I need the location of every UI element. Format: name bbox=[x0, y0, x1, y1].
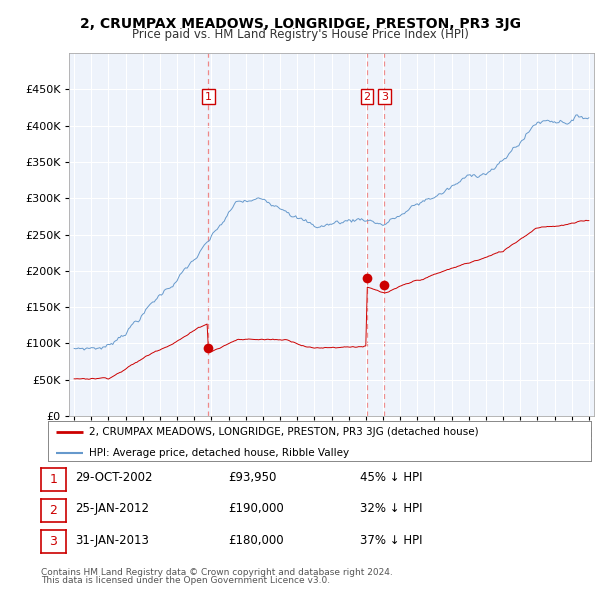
Text: 29-OCT-2002: 29-OCT-2002 bbox=[75, 471, 152, 484]
Text: 3: 3 bbox=[381, 91, 388, 101]
Text: Contains HM Land Registry data © Crown copyright and database right 2024.: Contains HM Land Registry data © Crown c… bbox=[41, 568, 392, 577]
Text: 1: 1 bbox=[205, 91, 212, 101]
Text: 2: 2 bbox=[364, 91, 371, 101]
Text: £93,950: £93,950 bbox=[228, 471, 277, 484]
Text: 2: 2 bbox=[49, 504, 58, 517]
Text: 37% ↓ HPI: 37% ↓ HPI bbox=[360, 533, 422, 547]
Text: 2, CRUMPAX MEADOWS, LONGRIDGE, PRESTON, PR3 3JG: 2, CRUMPAX MEADOWS, LONGRIDGE, PRESTON, … bbox=[79, 17, 521, 31]
Text: 25-JAN-2012: 25-JAN-2012 bbox=[75, 502, 149, 516]
Text: £190,000: £190,000 bbox=[228, 502, 284, 516]
Text: 45% ↓ HPI: 45% ↓ HPI bbox=[360, 471, 422, 484]
Text: £180,000: £180,000 bbox=[228, 533, 284, 547]
Text: 2, CRUMPAX MEADOWS, LONGRIDGE, PRESTON, PR3 3JG (detached house): 2, CRUMPAX MEADOWS, LONGRIDGE, PRESTON, … bbox=[89, 427, 478, 437]
Text: HPI: Average price, detached house, Ribble Valley: HPI: Average price, detached house, Ribb… bbox=[89, 448, 349, 458]
Text: Price paid vs. HM Land Registry's House Price Index (HPI): Price paid vs. HM Land Registry's House … bbox=[131, 28, 469, 41]
Text: 31-JAN-2013: 31-JAN-2013 bbox=[75, 533, 149, 547]
Text: 32% ↓ HPI: 32% ↓ HPI bbox=[360, 502, 422, 516]
Text: This data is licensed under the Open Government Licence v3.0.: This data is licensed under the Open Gov… bbox=[41, 576, 330, 585]
Text: 1: 1 bbox=[49, 473, 58, 486]
Text: 3: 3 bbox=[49, 535, 58, 549]
